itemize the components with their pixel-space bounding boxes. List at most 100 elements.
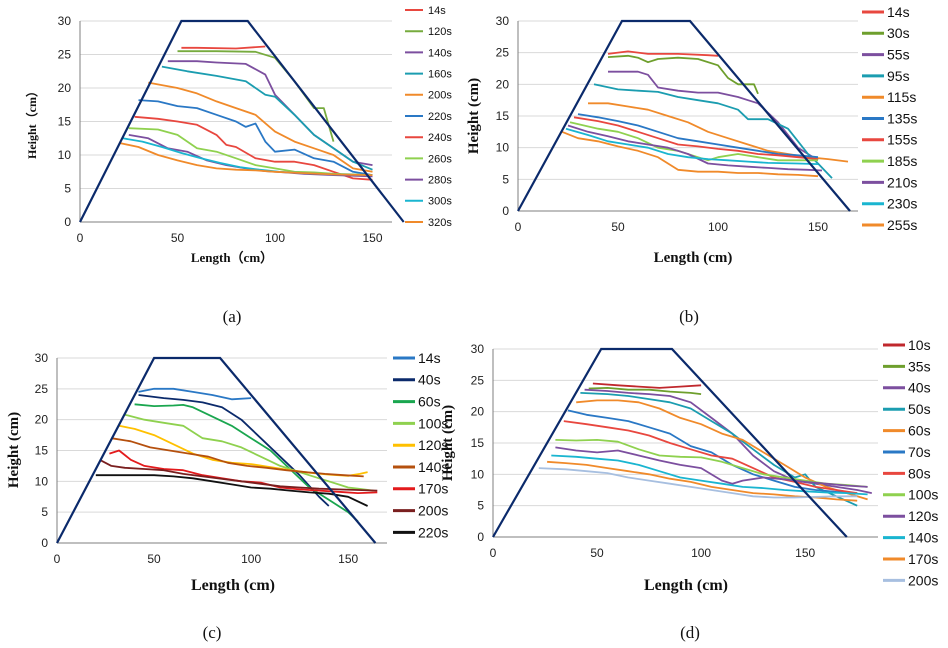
legend-label: 35s [908,358,931,374]
y-tick-label: 10 [58,148,72,162]
x-tick-label: 150 [795,546,815,560]
y-tick-label: 30 [496,14,510,28]
y-tick-label: 30 [58,14,72,28]
series-line-240s [134,115,373,181]
y-tick-label: 15 [471,436,485,450]
chart-panel-d: 0 5 10 15 20 25 30 0 50 100 150 Length (cm) Height (… [440,337,938,642]
legend-label: 200s [908,572,938,588]
series-line-14s [607,50,719,57]
legend-label: 55s [887,47,910,63]
x-tick-label: 50 [611,220,625,234]
y-axis-title: Height（cm） [24,85,39,159]
y-tick-label: 5 [477,499,484,513]
x-axis-title: Length (cm) [644,577,728,594]
x-tick-label: 150 [362,231,382,245]
series-line-115s [588,102,849,163]
legend-label: 40s [908,380,931,396]
y-tick-label: 5 [41,505,48,519]
y-axis-title: Height (cm) [6,412,22,488]
y-tick-label: 25 [471,373,485,387]
legend-label: 185s [887,153,917,169]
legend-label: 14s [418,350,441,366]
y-tick-label: 0 [502,204,509,218]
legend-label: 200s [428,90,452,102]
y-tick-label: 10 [35,474,49,488]
series-line-100s [555,438,868,488]
y-tick-label: 15 [58,115,72,129]
legend-label: 120s [908,508,938,524]
x-tick-label: 100 [708,220,728,234]
legend-label: 170s [908,551,938,567]
legend-label: 70s [908,444,931,460]
series-line-70s [567,409,858,494]
panel-caption: (c) [203,623,222,642]
y-tick-label: 0 [477,530,484,544]
legend-label: 95s [887,68,910,84]
y-tick-label: 20 [35,413,49,427]
panel-caption: (a) [223,307,242,326]
dam-outline [492,347,848,538]
legend-label: 100s [908,487,938,503]
series-line-140s [551,454,868,496]
series-line-120s [555,446,868,488]
series-line-14s [181,45,266,50]
legend-label: 255s [887,217,917,233]
legend-label: 240s [428,132,452,144]
x-axis-title: Length (cm) [654,250,733,266]
legend-label: 135s [887,110,917,126]
series-line-230s [565,127,819,165]
series-line-200s [148,81,373,173]
series-line-120s [177,50,335,142]
y-tick-label: 15 [35,444,49,458]
legend-label: 115s [887,89,916,105]
series-line-35s [588,386,702,395]
legend-label: 220s [428,111,452,123]
y-tick-label: 10 [471,467,485,481]
legend-label: 140s [908,530,938,546]
y-tick-label: 5 [502,172,509,186]
series-line-155s [573,116,819,160]
y-tick-label: 10 [496,141,510,155]
legend-label: 10s [908,337,931,353]
y-tick-label: 20 [58,81,72,95]
legend-label: 160s [428,68,452,80]
x-tick-label: 100 [241,552,261,566]
y-tick-label: 20 [471,405,485,419]
legend-label: 220s [418,524,448,540]
legend-label: 140s [428,47,452,59]
y-tick-label: 30 [471,342,485,356]
y-axis-title: Height (cm) [440,405,456,481]
legend-label: 170s [418,481,448,497]
legend-label: 120s [428,26,452,38]
y-tick-label: 30 [35,351,49,365]
series-line-10s [592,382,702,389]
x-tick-label: 50 [171,231,185,245]
x-tick-label: 0 [515,220,522,234]
legend-label: 155s [887,132,917,148]
dam-outline [79,19,405,223]
y-tick-label: 25 [496,46,510,60]
series-line-30s [607,54,759,95]
x-tick-label: 50 [590,546,604,560]
series-line-160s [161,65,373,171]
dam-outline [56,356,377,544]
legend-label: 60s [908,423,931,439]
x-tick-label: 50 [147,552,161,566]
y-axis-title: Height (cm) [466,78,482,154]
x-tick-label: 100 [265,231,285,245]
x-tick-label: 100 [691,546,711,560]
panel-caption: (d) [680,623,700,642]
series-line-255s [561,130,819,178]
series-line-200s [538,467,858,499]
series-line-60s [134,403,359,523]
series-line-40s [138,394,330,507]
series-line-140s [111,437,364,478]
legend-label: 100s [418,415,448,431]
legend-label: 230s [887,196,917,212]
dam-outline [517,19,851,212]
legend-label: 280s [428,174,452,186]
series-line-220s [138,99,373,176]
y-tick-label: 0 [64,215,71,229]
x-tick-label: 150 [338,552,358,566]
